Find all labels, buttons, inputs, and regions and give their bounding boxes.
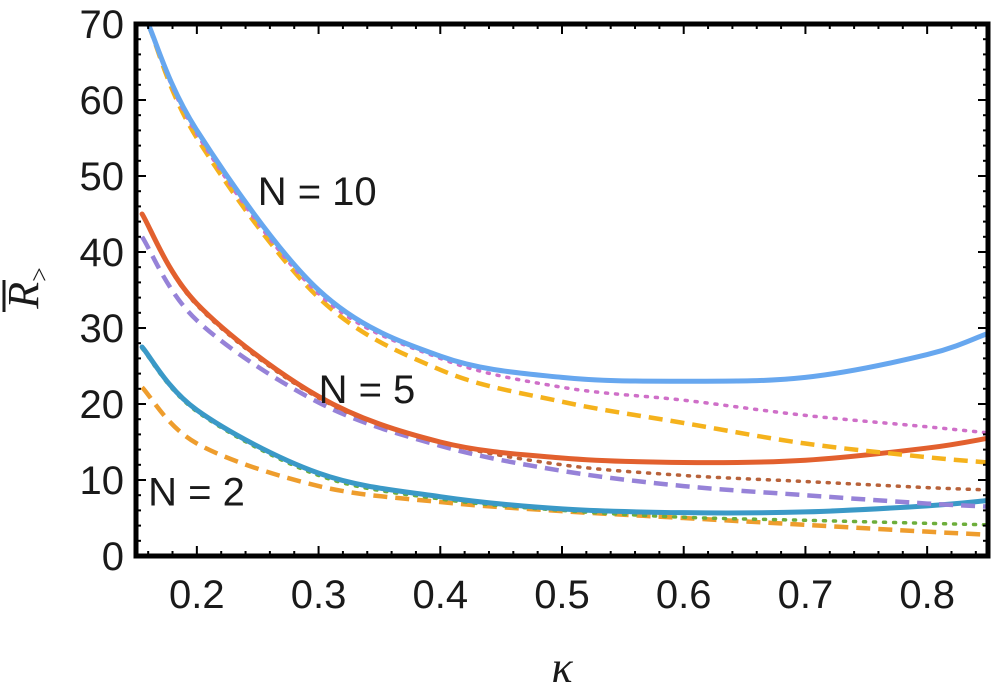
annotation-label: N = 2 xyxy=(148,470,245,514)
y-tick-label: 40 xyxy=(80,231,125,275)
series-line-5-dotted xyxy=(140,212,988,492)
y-tick-label: 10 xyxy=(80,459,125,503)
y-axis-title-subscript: > xyxy=(25,267,54,282)
svg-text:R>: R> xyxy=(0,267,54,310)
x-tick-label: 0.2 xyxy=(169,573,225,617)
y-tick-label: 50 xyxy=(80,155,125,199)
y-tick-label: 70 xyxy=(80,3,125,47)
series-line-7-dashed xyxy=(146,24,988,465)
x-tick-label: 0.3 xyxy=(291,573,347,617)
plot-frame xyxy=(133,21,991,559)
series-line-9-solid xyxy=(145,24,988,384)
series-layer xyxy=(139,24,988,537)
y-tick-label: 0 xyxy=(102,535,124,579)
annotations: N = 10 N = 5 N = 2 xyxy=(148,170,415,514)
y-axis-title: R> xyxy=(0,267,54,312)
y-tick-label: 60 xyxy=(80,79,125,123)
series-line-2-dotted xyxy=(140,346,988,527)
series-line-1-dashed xyxy=(140,385,988,537)
x-tick-label: 0.5 xyxy=(534,573,590,617)
series-line-6-solid xyxy=(139,211,988,466)
y-axis-title-main: R xyxy=(0,282,48,310)
x-tick-label: 0.4 xyxy=(412,573,468,617)
y-tick-label: 30 xyxy=(80,307,125,351)
y-tick-label: 20 xyxy=(80,383,125,427)
series-line-4-dashed xyxy=(140,235,988,509)
x-tick-label: 0.7 xyxy=(778,573,834,617)
series-line-8-dotted xyxy=(146,24,988,435)
tick-labels: 0.2 0.3 0.4 0.5 0.6 0.7 0.8 0 10 20 30 40 50 60 70 xyxy=(80,3,955,617)
annotation-label: N = 5 xyxy=(319,368,416,412)
x-tick-label: 0.6 xyxy=(656,573,712,617)
x-axis-title: κ xyxy=(551,643,573,692)
series-line-3-solid xyxy=(139,344,988,516)
x-tick-label: 0.8 xyxy=(899,573,955,617)
annotation-label: N = 10 xyxy=(258,170,377,214)
tick-marks xyxy=(136,23,988,557)
